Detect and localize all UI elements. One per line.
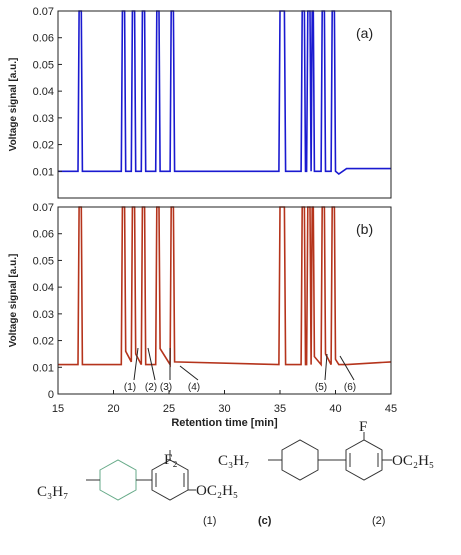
peak-arrow [179,365,199,381]
y-tick-label: 0.06 [33,229,54,241]
figure-caption: (c) [258,515,272,527]
y-tick-label: 0.07 [33,202,54,214]
y-tick-label: 0.04 [33,86,54,98]
y-tick-label: 0.05 [33,59,54,71]
peak-arrow [147,347,156,381]
x-tick-label: 40 [329,403,341,415]
x-axis-label: Retention time [min] [171,417,278,429]
x-tick-label: 45 [385,403,397,415]
peak-arrow [339,355,355,381]
fluoro-group: F₂ [164,452,178,468]
alkyl-group: C₃H₇ [37,484,68,500]
x-tick-label: 30 [218,403,230,415]
structure-label: (1) [203,515,216,527]
alkoxy-group: OC₂H₅ [392,453,434,469]
peak-arrow [133,347,139,381]
peak-label: (6) [344,382,356,393]
y-tick-label: 0 [48,389,54,401]
alkoxy-group: OC₂H₅ [196,483,238,499]
structure-1 [86,450,196,501]
plot-frame [57,10,392,199]
y-tick-label: 0.03 [33,113,54,125]
peak-label: (2) [145,382,157,393]
x-tick-label: 15 [52,403,64,415]
y-axis-label: Voltage signal [a.u.] [8,58,19,152]
fluoro-group: F [359,419,367,435]
alkyl-group: C₃H₇ [218,453,249,469]
y-tick-label: 0.06 [33,33,54,45]
y-tick-label: 0.02 [33,140,54,152]
y-tick-label: 0.02 [33,336,54,348]
y-tick-label: 0.01 [33,166,54,178]
peak-label: (4) [188,382,200,393]
peak-label: (5) [315,382,327,393]
y-tick-label: 0.01 [33,362,54,374]
peak-label: (3) [160,382,172,393]
y-tick-label: 0.03 [33,309,54,321]
y-tick-label: 0.04 [33,282,54,294]
x-tick-label: 20 [107,403,119,415]
panel-label: (b) [356,221,373,237]
structure-label: (2) [372,515,385,527]
panel-label: (a) [356,25,373,41]
y-axis-label: Voltage signal [a.u.] [8,254,19,348]
peak-label: (1) [124,382,136,393]
x-tick-label: 35 [274,403,286,415]
signal-line [58,10,391,176]
structure-2 [268,432,392,481]
x-tick-label: 25 [163,403,175,415]
y-tick-label: 0.05 [33,255,54,267]
plot-frame [57,206,392,395]
peak-arrow [324,353,328,381]
y-tick-label: 0.07 [33,6,54,18]
signal-line [58,206,392,368]
